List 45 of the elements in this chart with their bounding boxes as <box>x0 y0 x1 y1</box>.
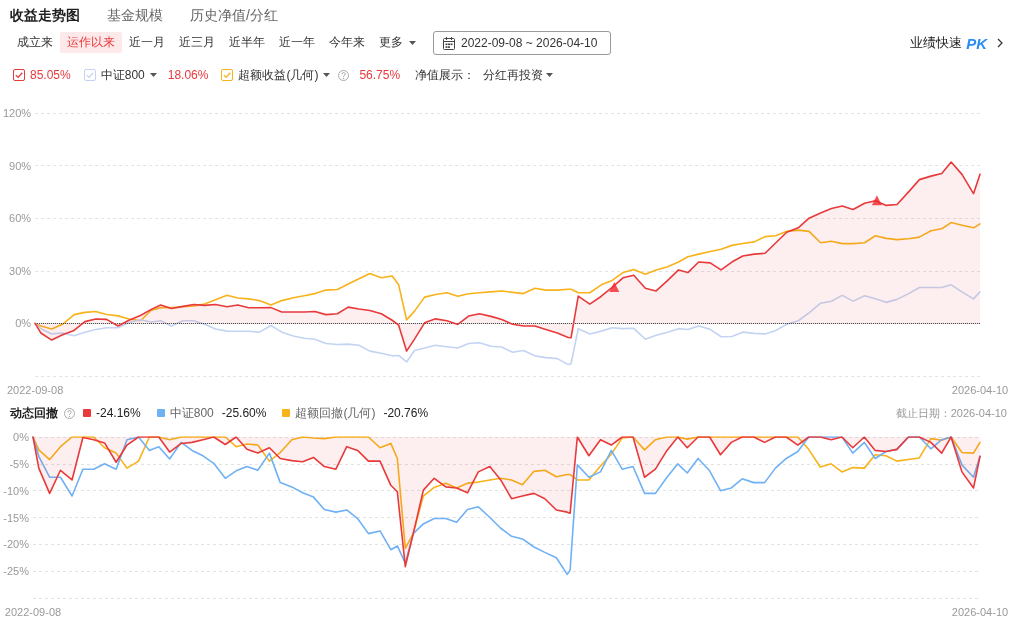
legend-label: 中证800 <box>100 66 145 84</box>
text: 净值展示： <box>415 66 476 84</box>
text: 今年来 <box>329 34 365 51</box>
text: 85.05% <box>30 68 71 82</box>
x-tick-label: 2022-09-08 <box>4 605 62 618</box>
line-series <box>34 221 981 330</box>
text: 成立来 <box>17 34 53 51</box>
text: 近一年 <box>279 34 315 51</box>
date-field: 2022-09-08 ~ 2026-04-10 <box>433 31 611 55</box>
chart-title: 收益走势图 <box>10 6 80 25</box>
text: 历史净值/分红 <box>190 6 278 25</box>
line-series <box>34 284 981 366</box>
y-tick-label: -20% <box>3 538 30 551</box>
y-tick-label: 30% <box>9 264 32 277</box>
text: -24.16% <box>96 406 141 420</box>
text: 截止日期：2026-04-10 <box>895 405 1007 421</box>
y-tick-label: 90% <box>9 159 32 172</box>
y-tick-label: -15% <box>3 511 30 524</box>
text: 基金规模 <box>107 6 163 25</box>
legend-label: 中证800 <box>169 404 214 422</box>
text: 56.75% <box>359 68 401 82</box>
text: 业绩快速 <box>910 34 963 52</box>
y-tick-label: -5% <box>9 457 30 470</box>
text: 分红再投资 <box>483 66 544 84</box>
text: PK <box>966 34 987 52</box>
y-tick-label: -10% <box>3 484 30 497</box>
y-tick-label: 0% <box>15 317 32 330</box>
y-tick-label: 60% <box>9 212 32 225</box>
chart-title: 动态回撤 <box>10 404 58 422</box>
text: 18.06% <box>167 68 209 82</box>
legend-label: 超额回撤(几何) <box>295 404 376 422</box>
text: -25.60% <box>221 406 267 420</box>
x-tick-label: 2026-04-10 <box>951 383 1009 396</box>
x-tick-label: 2022-09-08 <box>6 383 64 396</box>
text: 近三月 <box>179 34 215 51</box>
text: -20.76% <box>383 406 429 420</box>
x-tick-label: 2026-04-10 <box>951 605 1009 618</box>
button: 运作以来 <box>60 32 122 53</box>
y-tick-label: 0% <box>13 431 30 443</box>
text: 近半年 <box>229 34 265 51</box>
legend-label: 超额收益(几何) <box>238 66 319 84</box>
text: 更多 <box>379 34 403 51</box>
y-tick-label: -25% <box>3 565 30 578</box>
y-tick-label: 120% <box>2 107 32 119</box>
text: 近一月 <box>129 34 165 51</box>
